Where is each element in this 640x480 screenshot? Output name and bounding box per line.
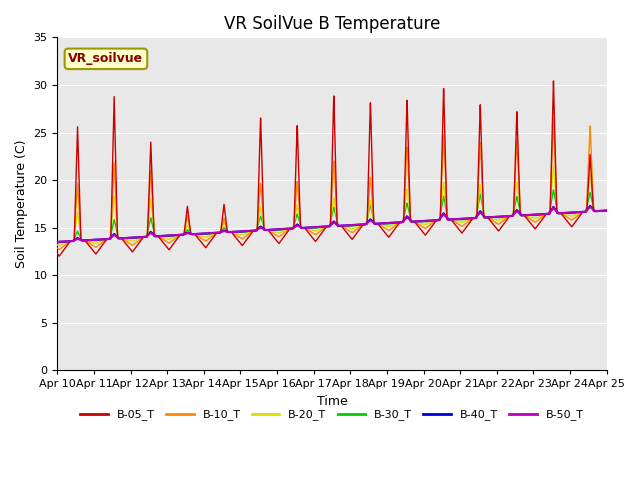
B-30_T xyxy=(550,187,557,193)
B-05_T xyxy=(172,239,179,244)
B-05_T xyxy=(603,208,611,214)
Line: B-50_T: B-50_T xyxy=(58,207,607,242)
B-05_T xyxy=(56,253,63,259)
B-50_T xyxy=(396,219,403,225)
Y-axis label: Soil Temperature (C): Soil Temperature (C) xyxy=(15,140,28,268)
B-10_T xyxy=(54,245,61,251)
B-30_T xyxy=(207,231,215,237)
Legend: B-05_T, B-10_T, B-20_T, B-30_T, B-40_T, B-50_T: B-05_T, B-10_T, B-20_T, B-30_T, B-40_T, … xyxy=(76,405,588,425)
B-40_T xyxy=(603,208,611,214)
Line: B-20_T: B-20_T xyxy=(58,166,607,246)
B-10_T xyxy=(550,116,557,121)
Line: B-40_T: B-40_T xyxy=(58,206,607,242)
X-axis label: Time: Time xyxy=(317,395,348,408)
B-10_T xyxy=(386,227,394,233)
B-20_T xyxy=(551,177,559,183)
B-40_T xyxy=(586,203,594,209)
B-50_T xyxy=(550,206,558,212)
Line: B-05_T: B-05_T xyxy=(58,81,607,256)
Line: B-10_T: B-10_T xyxy=(58,119,607,250)
Text: VR_soilvue: VR_soilvue xyxy=(68,52,143,65)
B-30_T xyxy=(386,221,394,227)
B-20_T xyxy=(56,243,63,249)
B-30_T xyxy=(551,193,559,199)
B-20_T xyxy=(550,163,557,169)
B-05_T xyxy=(551,126,559,132)
B-05_T xyxy=(396,220,403,226)
B-40_T xyxy=(207,230,214,236)
B-50_T xyxy=(385,220,393,226)
B-40_T xyxy=(396,219,403,225)
B-50_T xyxy=(602,208,610,214)
B-50_T xyxy=(586,204,594,210)
B-20_T xyxy=(207,232,215,238)
B-10_T xyxy=(172,236,179,241)
Title: VR SoilVue B Temperature: VR SoilVue B Temperature xyxy=(224,15,440,33)
B-50_T xyxy=(207,230,214,236)
B-05_T xyxy=(550,78,557,84)
B-20_T xyxy=(172,234,179,240)
B-20_T xyxy=(396,220,403,226)
B-05_T xyxy=(386,233,394,239)
B-40_T xyxy=(172,232,179,238)
B-30_T xyxy=(603,208,611,214)
Line: B-30_T: B-30_T xyxy=(58,190,607,243)
B-10_T xyxy=(396,220,403,226)
B-10_T xyxy=(603,208,611,214)
B-30_T xyxy=(54,240,61,246)
B-10_T xyxy=(207,234,215,240)
B-50_T xyxy=(54,239,61,245)
B-10_T xyxy=(56,247,63,252)
B-40_T xyxy=(550,205,558,211)
B-40_T xyxy=(385,220,393,226)
B-20_T xyxy=(54,242,61,248)
B-05_T xyxy=(207,238,215,243)
B-30_T xyxy=(396,219,403,225)
B-20_T xyxy=(386,224,394,229)
B-10_T xyxy=(551,147,559,153)
B-40_T xyxy=(54,239,61,245)
B-20_T xyxy=(603,208,611,214)
B-50_T xyxy=(172,232,179,238)
B-10_T xyxy=(603,208,611,214)
B-30_T xyxy=(172,233,179,239)
B-50_T xyxy=(603,208,611,214)
B-40_T xyxy=(602,208,610,214)
B-30_T xyxy=(603,208,611,214)
B-30_T xyxy=(56,240,63,246)
B-05_T xyxy=(54,251,61,257)
B-05_T xyxy=(603,208,611,214)
B-20_T xyxy=(603,208,611,214)
